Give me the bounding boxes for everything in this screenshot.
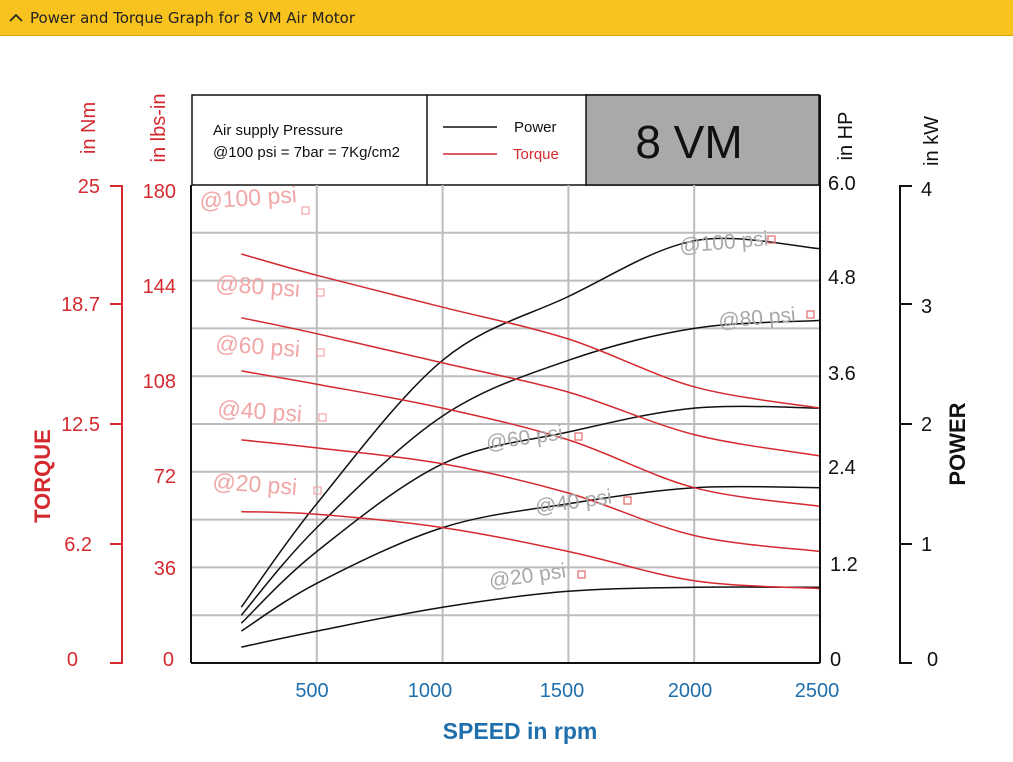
hp-axis: 6.0 4.8 3.6 2.4 1.2 0 [828,173,858,671]
torque-axis-title: TORQUE [30,429,55,523]
kw-unit-label: in kW [921,116,943,166]
kw-axis: 4 3 2 1 0 [899,179,938,671]
kw-tick-label: 3 [921,296,932,318]
plot-area: @100 psi @80 psi @60 psi @40 psi @20 psi @100… [190,95,821,664]
power-curve [240,405,821,624]
torque-pressure-label: @40 psi [217,395,303,427]
nm-tick-label: 0 [67,649,78,671]
section-header-toggle[interactable]: Power and Torque Graph for 8 VM Air Moto… [0,0,1013,36]
hp-tick-label: 1.2 [830,554,858,576]
power-curve [240,485,821,632]
power-curve [240,319,821,616]
power-pressure-label: @20 psi [487,559,567,593]
torque-curves [241,253,821,590]
lbsin-axis: 180 144 108 72 36 0 [143,181,176,671]
torque-curve [241,253,821,409]
speed-axis: 500 1000 1500 2000 2500 SPEED in rpm [295,680,839,744]
grid-lines [191,185,820,663]
label-marker [313,486,322,495]
hp-unit-label: in HP [835,112,857,161]
power-torque-chart: TORQUE in Nm in lbs-in in HP in kW POWER… [30,94,970,744]
power-curves [240,237,821,648]
lbsin-tick-label: 180 [143,181,176,203]
supply-pressure-note: Air supply Pressure [213,122,343,139]
label-marker [318,413,327,422]
nm-tick-label: 25 [78,176,100,198]
label-marker [316,348,325,357]
label-marker [806,310,815,319]
torque-curve [241,510,821,590]
torque-curve [241,317,821,457]
kw-tick-label: 0 [927,649,938,671]
nm-tick-label: 12.5 [61,414,100,436]
torque-pressure-label: @60 psi [215,330,301,362]
nm-axis: 25 18.7 12.5 6.2 0 [61,176,123,671]
nm-unit-label: in Nm [78,102,100,154]
hp-tick-label: 3.6 [828,363,856,385]
torque-pressure-label: @80 psi [215,270,301,302]
hp-tick-label: 4.8 [828,267,856,289]
power-pressure-label: @60 psi [484,421,564,455]
supply-pressure-value: @100 psi = 7bar = 7Kg/cm2 [213,144,400,161]
torque-pressure-label: @20 psi [212,468,298,500]
label-marker [316,288,325,297]
power-curve [241,586,821,648]
lbsin-tick-label: 144 [143,276,176,298]
lbsin-tick-label: 0 [163,649,174,671]
legend-box: Air supply Pressure @100 psi = 7bar = 7K… [191,94,820,186]
power-legend-label: Power [514,119,557,136]
lbsin-tick-label: 36 [154,558,176,580]
label-marker [574,432,583,441]
label-marker [767,235,776,244]
label-marker [623,496,632,505]
pressure-labels: @100 psi@80 psi@60 psi@40 psi@20 psi@100… [199,181,815,593]
torque-legend-label: Torque [513,146,559,163]
speed-tick-label: 2000 [668,680,713,702]
section-title: Power and Torque Graph for 8 VM Air Moto… [30,8,355,27]
speed-tick-label: 1500 [540,680,585,702]
hp-tick-label: 0 [830,649,841,671]
lbsin-tick-label: 72 [154,466,176,488]
model-label: 8 VM [635,116,742,168]
torque-pressure-label: @100 psi [199,181,298,214]
speed-tick-label: 500 [295,680,328,702]
kw-tick-label: 4 [921,179,932,201]
label-marker [577,570,586,579]
kw-tick-label: 1 [921,534,932,556]
model-box [585,94,820,186]
torque-curve [241,439,821,553]
nm-tick-label: 18.7 [61,294,100,316]
power-curve [240,237,821,608]
kw-tick-label: 2 [921,414,932,436]
lbsin-tick-label: 108 [143,371,176,393]
hp-tick-label: 2.4 [828,457,856,479]
hp-tick-label: 6.0 [828,173,856,195]
label-marker [301,206,310,215]
speed-tick-label: 2500 [795,680,840,702]
torque-curve [241,370,821,508]
chevron-up-icon[interactable] [6,8,26,28]
lbsin-unit-label: in lbs-in [148,94,170,163]
speed-tick-label: 1000 [408,680,453,702]
speed-axis-title: SPEED in rpm [443,718,598,744]
power-axis-title: POWER [945,402,970,485]
power-pressure-label: @40 psi [533,485,613,519]
nm-tick-label: 6.2 [64,534,92,556]
